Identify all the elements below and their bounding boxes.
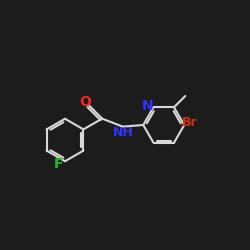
Text: F: F — [53, 157, 63, 171]
Text: O: O — [79, 95, 91, 109]
Text: Br: Br — [182, 116, 198, 129]
Text: NH: NH — [113, 126, 134, 138]
Text: N: N — [142, 99, 154, 113]
